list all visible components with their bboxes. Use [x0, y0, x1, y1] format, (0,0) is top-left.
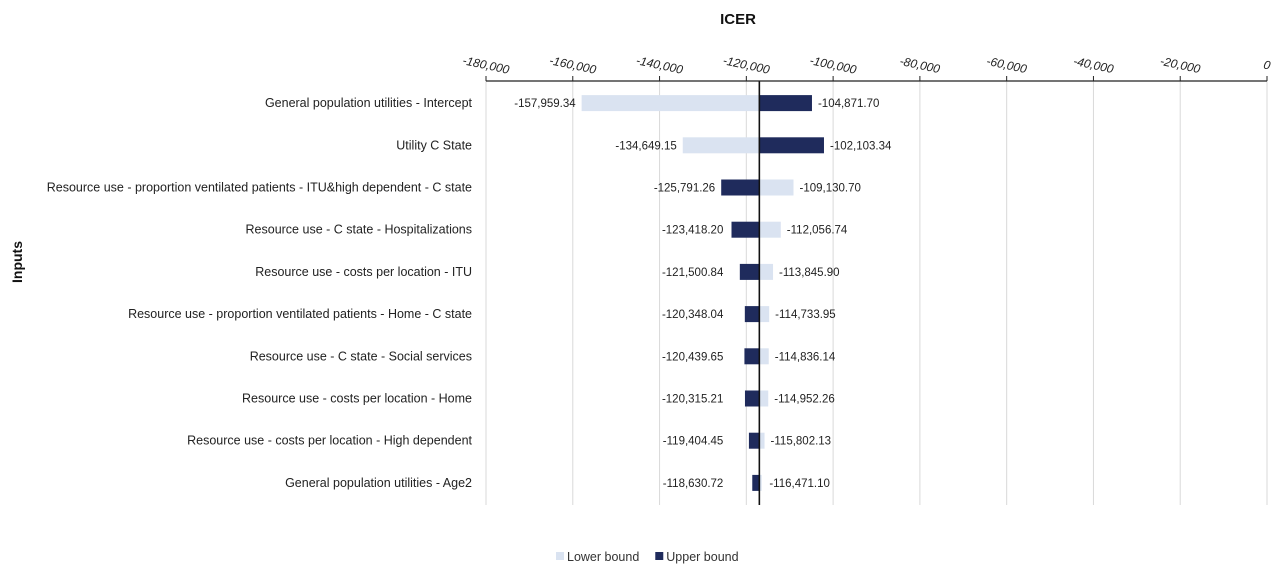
category-label: Utility C State	[396, 138, 472, 152]
category-label: Resource use - proportion ventilated pat…	[128, 307, 472, 321]
bar-lower-bound	[581, 95, 760, 112]
data-label: -157,959.34	[514, 98, 576, 110]
bar-lower-bound	[759, 390, 769, 407]
data-labels: -157,959.34 -104,871.70 -134,649.15 -102,10…	[514, 98, 892, 490]
legend: Lower bound Upper bound	[556, 550, 739, 564]
bar-lower-bound	[759, 179, 794, 196]
bar-upper-bound	[744, 390, 760, 407]
data-label: -104,871.70	[818, 98, 879, 110]
category-label: Resource use - costs per location - ITU	[255, 265, 472, 279]
data-label: -118,630.72	[663, 478, 724, 490]
bars	[581, 81, 824, 505]
bar-upper-bound	[752, 474, 760, 491]
data-label: -121,500.84	[662, 267, 724, 279]
data-label: -116,471.10	[769, 478, 830, 490]
category-labels: General population utilities - Intercept…	[47, 96, 473, 490]
legend-swatch-lower-bound	[556, 552, 564, 560]
data-label: -134,649.15	[615, 140, 676, 152]
data-label: -109,130.70	[799, 183, 860, 195]
bar-upper-bound	[731, 221, 760, 238]
x-tick-label: -140,000	[635, 53, 685, 77]
bar-lower-bound	[759, 306, 770, 323]
chart-title: ICER	[720, 11, 756, 28]
data-label: -125,791.26	[654, 183, 715, 195]
data-label: -114,952.26	[774, 394, 835, 406]
bar-lower-bound	[759, 474, 762, 491]
x-tick-label: 0	[1262, 57, 1272, 72]
bar-lower-bound	[759, 432, 765, 449]
x-tick-label: -80,000	[899, 54, 942, 76]
bar-upper-bound	[759, 137, 824, 154]
legend-label: Lower bound	[567, 550, 639, 564]
data-label: -102,103.34	[830, 140, 892, 152]
bar-lower-bound	[759, 221, 781, 238]
data-label: -123,418.20	[662, 225, 723, 237]
data-label: -114,836.14	[775, 351, 836, 363]
legend-label: Upper bound	[666, 550, 738, 564]
x-tick-label: -180,000	[461, 53, 511, 77]
bar-lower-bound	[759, 263, 774, 280]
data-label: -120,439.65	[662, 351, 723, 363]
data-label: -113,845.90	[779, 267, 840, 279]
y-axis-label: Inputs	[9, 241, 25, 283]
x-tick-label: -60,000	[985, 54, 1028, 76]
category-label: Resource use - C state - Hospitalization…	[246, 223, 472, 237]
bar-upper-bound	[744, 348, 760, 365]
bar-upper-bound	[748, 432, 760, 449]
data-label: -119,404.45	[663, 436, 724, 448]
x-tick-label: -100,000	[808, 53, 858, 77]
category-label: General population utilities - Intercept	[265, 96, 473, 110]
bar-lower-bound	[759, 348, 769, 365]
bar-upper-bound	[744, 306, 760, 323]
bar-lower-bound	[682, 137, 760, 154]
data-label: -112,056.74	[787, 225, 848, 237]
x-tick-label: -120,000	[722, 53, 772, 77]
x-tick-label: -160,000	[548, 53, 598, 77]
x-tick-label: -40,000	[1072, 54, 1115, 76]
legend-swatch-upper-bound	[655, 552, 664, 560]
category-label: General population utilities - Age2	[285, 476, 472, 490]
data-label: -115,802.13	[771, 436, 832, 448]
category-label: Resource use - costs per location - High…	[187, 434, 472, 448]
category-label: Resource use - proportion ventilated pat…	[47, 181, 472, 195]
data-label: -120,315.21	[662, 394, 723, 406]
bar-upper-bound	[759, 95, 812, 112]
data-label: -114,733.95	[775, 309, 836, 321]
bar-upper-bound	[721, 179, 760, 196]
category-label: Resource use - costs per location - Home	[242, 392, 472, 406]
bar-upper-bound	[739, 263, 760, 280]
x-axis: -180,000 -160,000 -140,000 -120,000 -100,000…	[461, 53, 1272, 82]
x-tick-label: -20,000	[1159, 54, 1202, 76]
data-label: -120,348.04	[662, 309, 724, 321]
category-label: Resource use - C state - Social services	[250, 349, 472, 363]
